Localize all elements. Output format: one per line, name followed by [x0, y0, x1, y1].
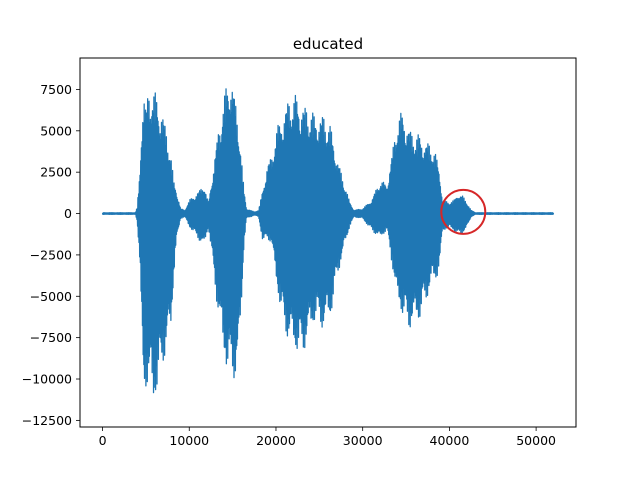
- x-tick-label: 10000: [169, 433, 209, 448]
- y-tick-label: −12500: [22, 413, 72, 428]
- x-tick-label: 0: [99, 433, 107, 448]
- axes-frame: [79, 57, 577, 428]
- y-tick-label: −10000: [22, 372, 72, 387]
- highlight-circle: [440, 188, 487, 235]
- chart-title: educated: [293, 35, 363, 53]
- y-tick-label: 0: [64, 206, 72, 221]
- y-axis: 7500 5000 2500 0 −2500 −5000 −7500 −10000 −12500: [22, 82, 80, 428]
- x-tick-label: 50000: [516, 433, 556, 448]
- x-tick-label: 30000: [343, 433, 383, 448]
- series-line-0: [101, 88, 555, 394]
- x-tick-label: 40000: [430, 433, 470, 448]
- y-tick-label: 7500: [40, 82, 72, 97]
- plot-area: [101, 88, 555, 394]
- y-tick-label: −7500: [30, 330, 72, 345]
- y-tick-label: −5000: [30, 289, 72, 304]
- y-tick-label: 2500: [40, 165, 72, 180]
- annotations: [440, 188, 487, 235]
- x-tick-label: 20000: [256, 433, 296, 448]
- x-axis: 0 10000 20000 30000 40000 50000: [99, 427, 556, 448]
- y-tick-label: −2500: [30, 247, 72, 262]
- y-tick-label: 5000: [40, 123, 72, 138]
